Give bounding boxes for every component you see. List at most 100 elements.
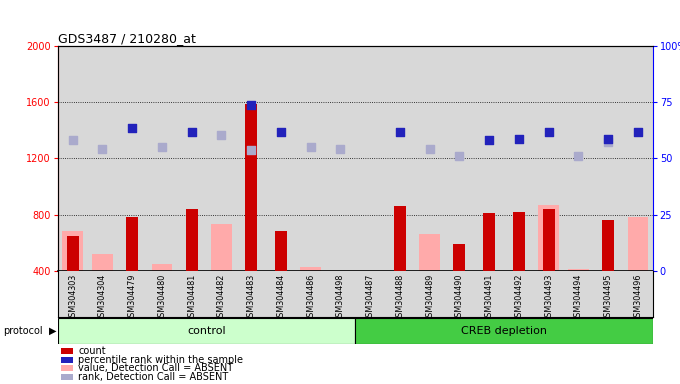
Text: GSM304487: GSM304487 xyxy=(366,274,375,322)
Bar xyxy=(564,271,593,317)
Bar xyxy=(355,271,385,317)
Bar xyxy=(385,46,415,271)
Point xyxy=(602,136,613,142)
Point xyxy=(216,131,227,137)
Bar xyxy=(593,46,623,271)
Bar xyxy=(237,271,266,317)
Point xyxy=(67,137,78,143)
Bar xyxy=(623,46,653,271)
Bar xyxy=(628,217,648,271)
Text: value, Detection Call = ABSENT: value, Detection Call = ABSENT xyxy=(78,363,233,373)
Bar xyxy=(58,46,88,271)
Bar xyxy=(237,46,266,271)
Text: ▶: ▶ xyxy=(49,326,56,336)
Bar xyxy=(564,46,593,271)
Bar xyxy=(207,46,237,271)
Point xyxy=(513,136,524,142)
Bar xyxy=(385,46,415,271)
Bar xyxy=(475,46,504,271)
Text: percentile rank within the sample: percentile rank within the sample xyxy=(78,355,243,365)
Point xyxy=(454,152,465,159)
Point xyxy=(602,139,613,145)
Text: GSM304482: GSM304482 xyxy=(217,274,226,322)
Bar xyxy=(326,46,355,271)
Bar xyxy=(147,46,177,271)
Bar xyxy=(513,212,525,271)
Bar xyxy=(58,46,88,271)
Point xyxy=(126,124,137,131)
Point xyxy=(632,129,643,135)
Text: CREB depletion: CREB depletion xyxy=(461,326,547,336)
Bar xyxy=(177,46,207,271)
Bar xyxy=(126,217,138,271)
Text: GSM304493: GSM304493 xyxy=(544,274,553,322)
Bar xyxy=(394,206,406,271)
Bar xyxy=(67,236,79,271)
Bar xyxy=(415,46,445,271)
Bar xyxy=(88,271,118,317)
Point xyxy=(335,146,346,152)
Text: GSM304486: GSM304486 xyxy=(306,274,315,322)
Bar xyxy=(564,46,593,271)
Text: GSM304480: GSM304480 xyxy=(158,274,167,322)
Text: GSM304490: GSM304490 xyxy=(455,274,464,322)
Bar xyxy=(483,213,495,271)
Bar xyxy=(326,46,355,271)
Bar xyxy=(623,46,653,271)
Text: GSM304304: GSM304304 xyxy=(98,274,107,322)
Bar xyxy=(326,271,355,317)
Bar xyxy=(301,266,321,271)
Bar xyxy=(602,220,614,271)
Bar xyxy=(445,271,475,317)
Point xyxy=(186,129,197,135)
Bar xyxy=(539,205,559,271)
Point xyxy=(573,152,584,159)
Bar xyxy=(266,271,296,317)
Point xyxy=(245,102,256,108)
Bar xyxy=(415,271,445,317)
Text: GSM304495: GSM304495 xyxy=(604,274,613,322)
Bar xyxy=(118,271,147,317)
Bar xyxy=(623,271,653,317)
Bar xyxy=(330,271,351,272)
Text: GSM304484: GSM304484 xyxy=(277,274,286,322)
Text: GSM304489: GSM304489 xyxy=(425,274,434,322)
Bar xyxy=(118,46,147,271)
Bar xyxy=(177,46,207,271)
Text: GSM304492: GSM304492 xyxy=(515,274,524,322)
Bar xyxy=(445,46,475,271)
Bar xyxy=(454,244,465,271)
Bar xyxy=(88,46,118,271)
Bar xyxy=(360,271,381,273)
Bar xyxy=(568,269,589,271)
Bar xyxy=(355,318,653,344)
Bar xyxy=(147,46,177,271)
Bar xyxy=(207,46,237,271)
Bar xyxy=(385,271,415,317)
Bar xyxy=(415,46,445,271)
Bar xyxy=(534,46,564,271)
Bar xyxy=(92,254,113,271)
Bar xyxy=(147,271,177,317)
Bar xyxy=(152,264,172,271)
Point xyxy=(394,129,405,135)
Bar xyxy=(118,46,147,271)
Text: GSM304494: GSM304494 xyxy=(574,274,583,322)
Point xyxy=(97,146,108,152)
Bar xyxy=(177,271,207,317)
Text: GSM304483: GSM304483 xyxy=(247,274,256,322)
Bar xyxy=(420,234,440,271)
Bar xyxy=(266,46,296,271)
Bar xyxy=(211,224,232,271)
Text: rank, Detection Call = ABSENT: rank, Detection Call = ABSENT xyxy=(78,372,228,382)
Text: GSM304481: GSM304481 xyxy=(187,274,196,322)
Bar xyxy=(475,271,504,317)
Bar xyxy=(245,104,257,271)
Bar xyxy=(355,46,385,271)
Bar xyxy=(296,271,326,317)
Bar xyxy=(296,46,326,271)
Bar xyxy=(88,46,118,271)
Text: GDS3487 / 210280_at: GDS3487 / 210280_at xyxy=(58,32,196,45)
Bar xyxy=(534,271,564,317)
Bar xyxy=(593,46,623,271)
